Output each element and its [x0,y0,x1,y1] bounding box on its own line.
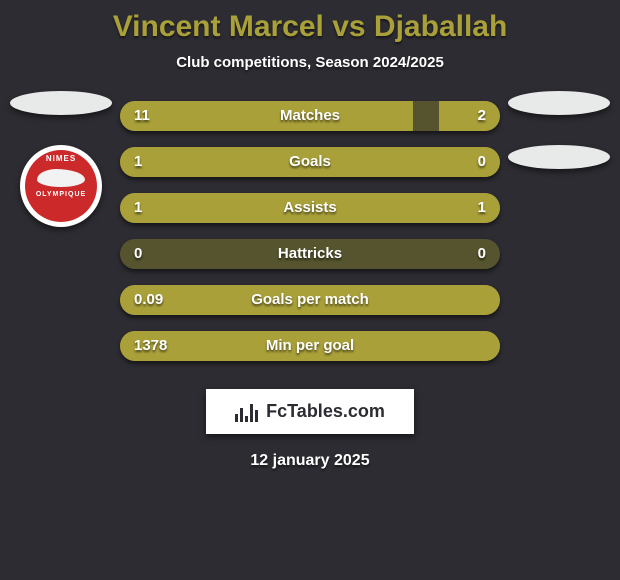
stat-label: Matches [120,101,500,131]
comparison-content: NIMES OLYMPIQUE 11Matches21Goals01Assist… [0,101,620,470]
stat-bar: 0Hattricks0 [120,239,500,269]
team-logo-generic-icon [508,91,610,115]
stat-label: Min per goal [120,331,500,361]
stat-right-value: 2 [478,101,486,131]
stat-bar: 1Assists1 [120,193,500,223]
stat-bar: 1378Min per goal [120,331,500,361]
stat-label: Goals [120,147,500,177]
page-title: Vincent Marcel vs Djaballah [0,0,620,44]
stat-bar: 0.09Goals per match [120,285,500,315]
stat-right-value: 0 [478,239,486,269]
team-logo-generic-icon [10,91,112,115]
stat-bar: 11Matches2 [120,101,500,131]
stat-label: Assists [120,193,500,223]
stat-bars: 11Matches21Goals01Assists10Hattricks00.0… [120,101,500,361]
team-logo-generic-icon [508,145,610,169]
stat-right-value: 0 [478,147,486,177]
stat-label: Goals per match [120,285,500,315]
team-logo-nimes-icon: NIMES OLYMPIQUE [20,145,102,227]
nimes-bottom-text: OLYMPIQUE [36,191,86,198]
right-team-logos [508,91,610,169]
page-subtitle: Club competitions, Season 2024/2025 [0,54,620,71]
footer-date: 12 january 2025 [0,452,620,470]
fctables-label: FcTables.com [266,401,385,422]
left-team-logos: NIMES OLYMPIQUE [10,91,112,227]
nimes-top-text: NIMES [46,154,76,163]
stat-label: Hattricks [120,239,500,269]
fctables-badge: FcTables.com [206,389,414,434]
stat-bar: 1Goals0 [120,147,500,177]
stat-right-value: 1 [478,193,486,223]
bar-chart-icon [235,402,258,422]
crocodile-icon [37,169,85,187]
